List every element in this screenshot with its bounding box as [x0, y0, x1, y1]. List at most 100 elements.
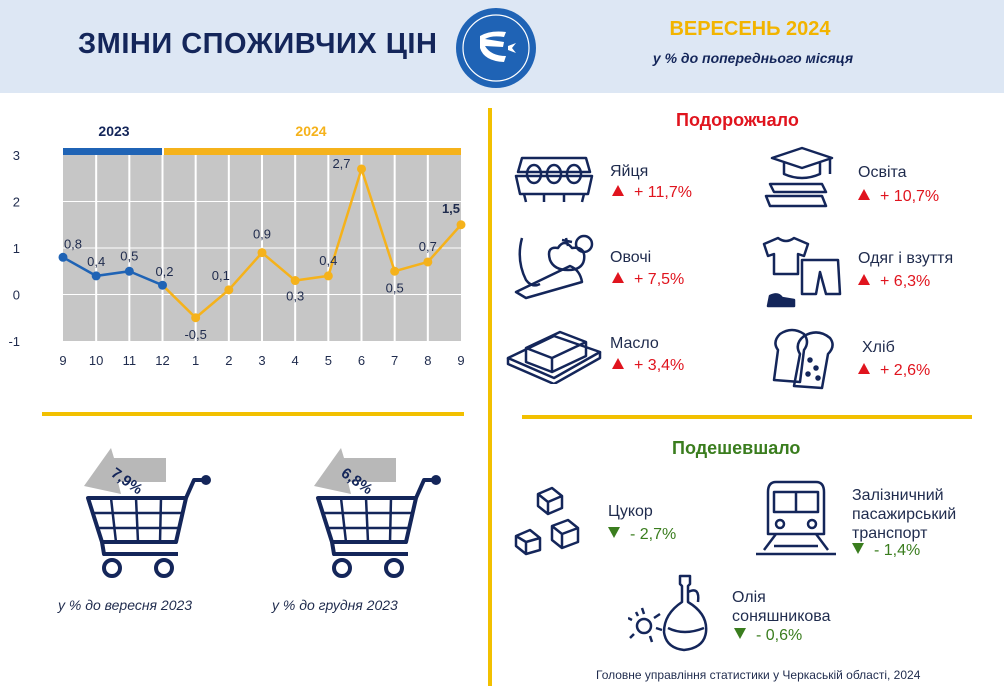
item-label-train: Залізничний пасажирський транспорт: [852, 487, 957, 542]
data-point: [423, 257, 433, 267]
period-subtitle: у % до попереднього місяця: [652, 50, 854, 66]
item-value-eggs: + 11,7%: [612, 184, 692, 202]
data-point: [191, 313, 201, 323]
x-tick-label: 5: [325, 353, 332, 368]
cart-caption-dec: у % до грудня 2023: [272, 597, 398, 613]
year-bar-2024: [164, 148, 461, 155]
up-arrow-icon: [612, 272, 624, 283]
data-point: [158, 280, 167, 290]
cart-icon-dec: 6,8%: [314, 448, 441, 578]
data-point: [224, 285, 234, 295]
period-title: ВЕРЕСЕНЬ 2024: [669, 18, 831, 40]
data-label: -0,5: [184, 327, 206, 342]
right-divider: [522, 415, 972, 419]
item-value-sugar: - 2,7%: [608, 526, 676, 544]
section-title-increased: Подорожчало: [676, 110, 799, 130]
item-label-oil: Олія соняшникова: [732, 589, 831, 625]
item-value-vegetables: + 7,5%: [612, 271, 684, 289]
bread-icon: [772, 328, 834, 390]
x-tick-label: 2: [225, 353, 232, 368]
y-tick-label: 2: [13, 195, 20, 210]
x-tick-label: 7: [391, 353, 398, 368]
down-arrow-icon: [608, 527, 620, 538]
data-label: 0,4: [87, 254, 105, 269]
item-label-eggs: Яйця: [610, 163, 649, 180]
item-label-vegetables: Овочі: [610, 249, 652, 266]
data-label: 0,7: [419, 239, 437, 254]
sugar-cubes-icon: [514, 486, 580, 556]
up-arrow-icon: [858, 363, 870, 374]
item-label-sugar: Цукор: [608, 503, 653, 520]
data-point: [58, 252, 68, 262]
x-tick-label: 4: [292, 353, 299, 368]
year-label-2024: 2024: [295, 123, 326, 139]
y-tick-label: 3: [13, 148, 20, 163]
up-arrow-icon: [612, 185, 624, 196]
section-title-decreased: Подешевшало: [672, 438, 801, 458]
x-tick-label: 1: [192, 353, 199, 368]
data-point: [290, 276, 300, 286]
data-point: [257, 248, 267, 258]
butter-icon: [506, 330, 602, 384]
vegetables-icon: [514, 234, 594, 300]
y-tick-label: -1: [8, 334, 20, 349]
y-tick-label: 1: [13, 241, 20, 256]
train-icon: [756, 480, 836, 556]
oil-bottle-icon: [628, 574, 708, 652]
data-label: 0,4: [319, 253, 337, 268]
item-value-bread: + 2,6%: [858, 362, 930, 380]
y-tick-label: 0: [13, 288, 20, 303]
item-label-bread: Хліб: [862, 339, 895, 356]
data-label: 1,5: [442, 201, 460, 216]
series-line-2024: [161, 164, 462, 320]
data-label: 0,2: [155, 264, 173, 279]
cart-icon-year: 7,9%: [84, 448, 211, 578]
vertical-divider: [488, 108, 492, 686]
up-arrow-icon: [858, 189, 870, 200]
x-tick-label: 11: [123, 353, 137, 368]
item-label-butter: Масло: [610, 335, 659, 352]
data-point: [357, 164, 366, 174]
left-divider: [42, 412, 464, 416]
year-label-2023: 2023: [98, 123, 129, 139]
data-label: 0,8: [64, 236, 82, 251]
up-arrow-icon: [858, 274, 870, 285]
data-point: [456, 220, 466, 230]
derzhstat-emblem-icon: [456, 8, 536, 88]
data-label: 2,7: [332, 156, 350, 171]
item-label-education: Освіта: [858, 164, 907, 181]
series-line-2023: [62, 256, 163, 287]
data-label: 0,1: [212, 268, 230, 283]
data-label: 0,3: [286, 289, 304, 304]
x-tick-label: 10: [89, 353, 103, 368]
data-point: [124, 266, 134, 276]
graduation-cap-icon: [764, 146, 834, 208]
x-tick-label: 6: [358, 353, 365, 368]
clothes-icon: [762, 236, 842, 308]
item-value-education: + 10,7%: [858, 188, 939, 206]
x-tick-label: 12: [155, 353, 169, 368]
page-title: ЗМІНИ СПОЖИВЧИХ ЦІН: [78, 28, 438, 60]
data-point: [323, 271, 333, 281]
x-tick-label: 9: [59, 353, 66, 368]
x-tick-label: 3: [258, 353, 265, 368]
data-point: [390, 266, 400, 276]
x-tick-label: 8: [424, 353, 431, 368]
data-label: 0,5: [386, 280, 404, 295]
cart-caption-year: у % до вересня 2023: [58, 597, 193, 613]
data-label: 0,9: [253, 227, 271, 242]
x-tick-label: 9: [457, 353, 464, 368]
up-arrow-icon: [612, 358, 624, 369]
data-label: 0,5: [120, 248, 138, 263]
egg-carton-icon: [514, 156, 594, 203]
item-value-oil: - 0,6%: [734, 627, 802, 645]
item-value-clothes: + 6,3%: [858, 273, 930, 291]
item-label-clothes: Одяг і взуття: [858, 250, 954, 267]
data-point: [91, 271, 101, 281]
footer-source: Головне управління статистики у Черкаськ…: [596, 668, 921, 682]
item-value-train: - 1,4%: [852, 542, 920, 560]
item-value-butter: + 3,4%: [612, 357, 684, 375]
down-arrow-icon: [734, 628, 746, 639]
down-arrow-icon: [852, 543, 864, 554]
